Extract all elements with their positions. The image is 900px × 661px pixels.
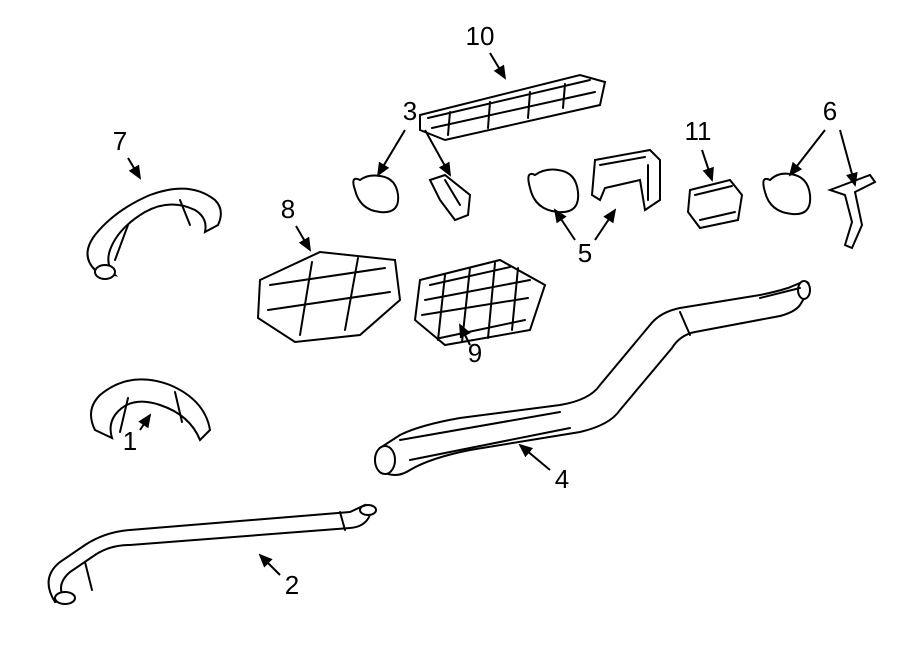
leader-arrow-11 <box>702 150 712 180</box>
callout-label-3: 3 <box>403 96 417 126</box>
parts-layer <box>49 75 875 604</box>
part-3-hanger-bracket <box>430 175 470 220</box>
callout-label-11: 11 <box>685 116 712 146</box>
part-6-hanger-insulator <box>763 174 810 215</box>
leader-arrow-1 <box>140 415 150 430</box>
callout-label-6: 6 <box>823 96 837 126</box>
part-2-long-pipe <box>49 505 376 604</box>
leader-arrow-5 <box>555 210 575 240</box>
part-3-hanger-insulator <box>353 176 398 213</box>
exploded-parts-diagram: 1 2 3 4 5 6 7 8 9 10 11 <box>0 0 900 661</box>
leader-arrow-2 <box>260 555 280 575</box>
part-6-hanger-rod <box>830 175 875 248</box>
leader-arrow-6 <box>840 130 855 185</box>
part-5-bracket <box>592 150 660 210</box>
part-7-crossover-pipe <box>88 189 221 279</box>
callout-label-4: 4 <box>555 464 569 494</box>
callout-label-2: 2 <box>285 570 299 600</box>
part-1-pipe-elbow <box>91 379 210 440</box>
part-8-heat-shield <box>258 252 400 342</box>
callout-label-1: 1 <box>123 426 137 456</box>
callout-label-8: 8 <box>281 194 295 224</box>
leader-arrow-10 <box>490 53 505 78</box>
leader-arrow-8 <box>296 226 310 250</box>
part-5-hanger-insulator <box>528 170 578 213</box>
leader-arrow-7 <box>128 158 140 178</box>
callout-label-9: 9 <box>468 338 482 368</box>
leader-arrow-6 <box>790 130 825 175</box>
callout-label-7: 7 <box>113 126 127 156</box>
leader-arrow-3 <box>378 130 405 175</box>
part-10-heat-shield-long <box>420 75 605 140</box>
callout-label-5: 5 <box>578 238 592 268</box>
leader-arrow-5 <box>595 210 615 240</box>
part-11-bracket-small <box>688 180 742 228</box>
part-9-heat-shield-grid <box>415 260 545 345</box>
callout-label-10: 10 <box>466 21 495 51</box>
leader-arrow-4 <box>520 445 550 470</box>
